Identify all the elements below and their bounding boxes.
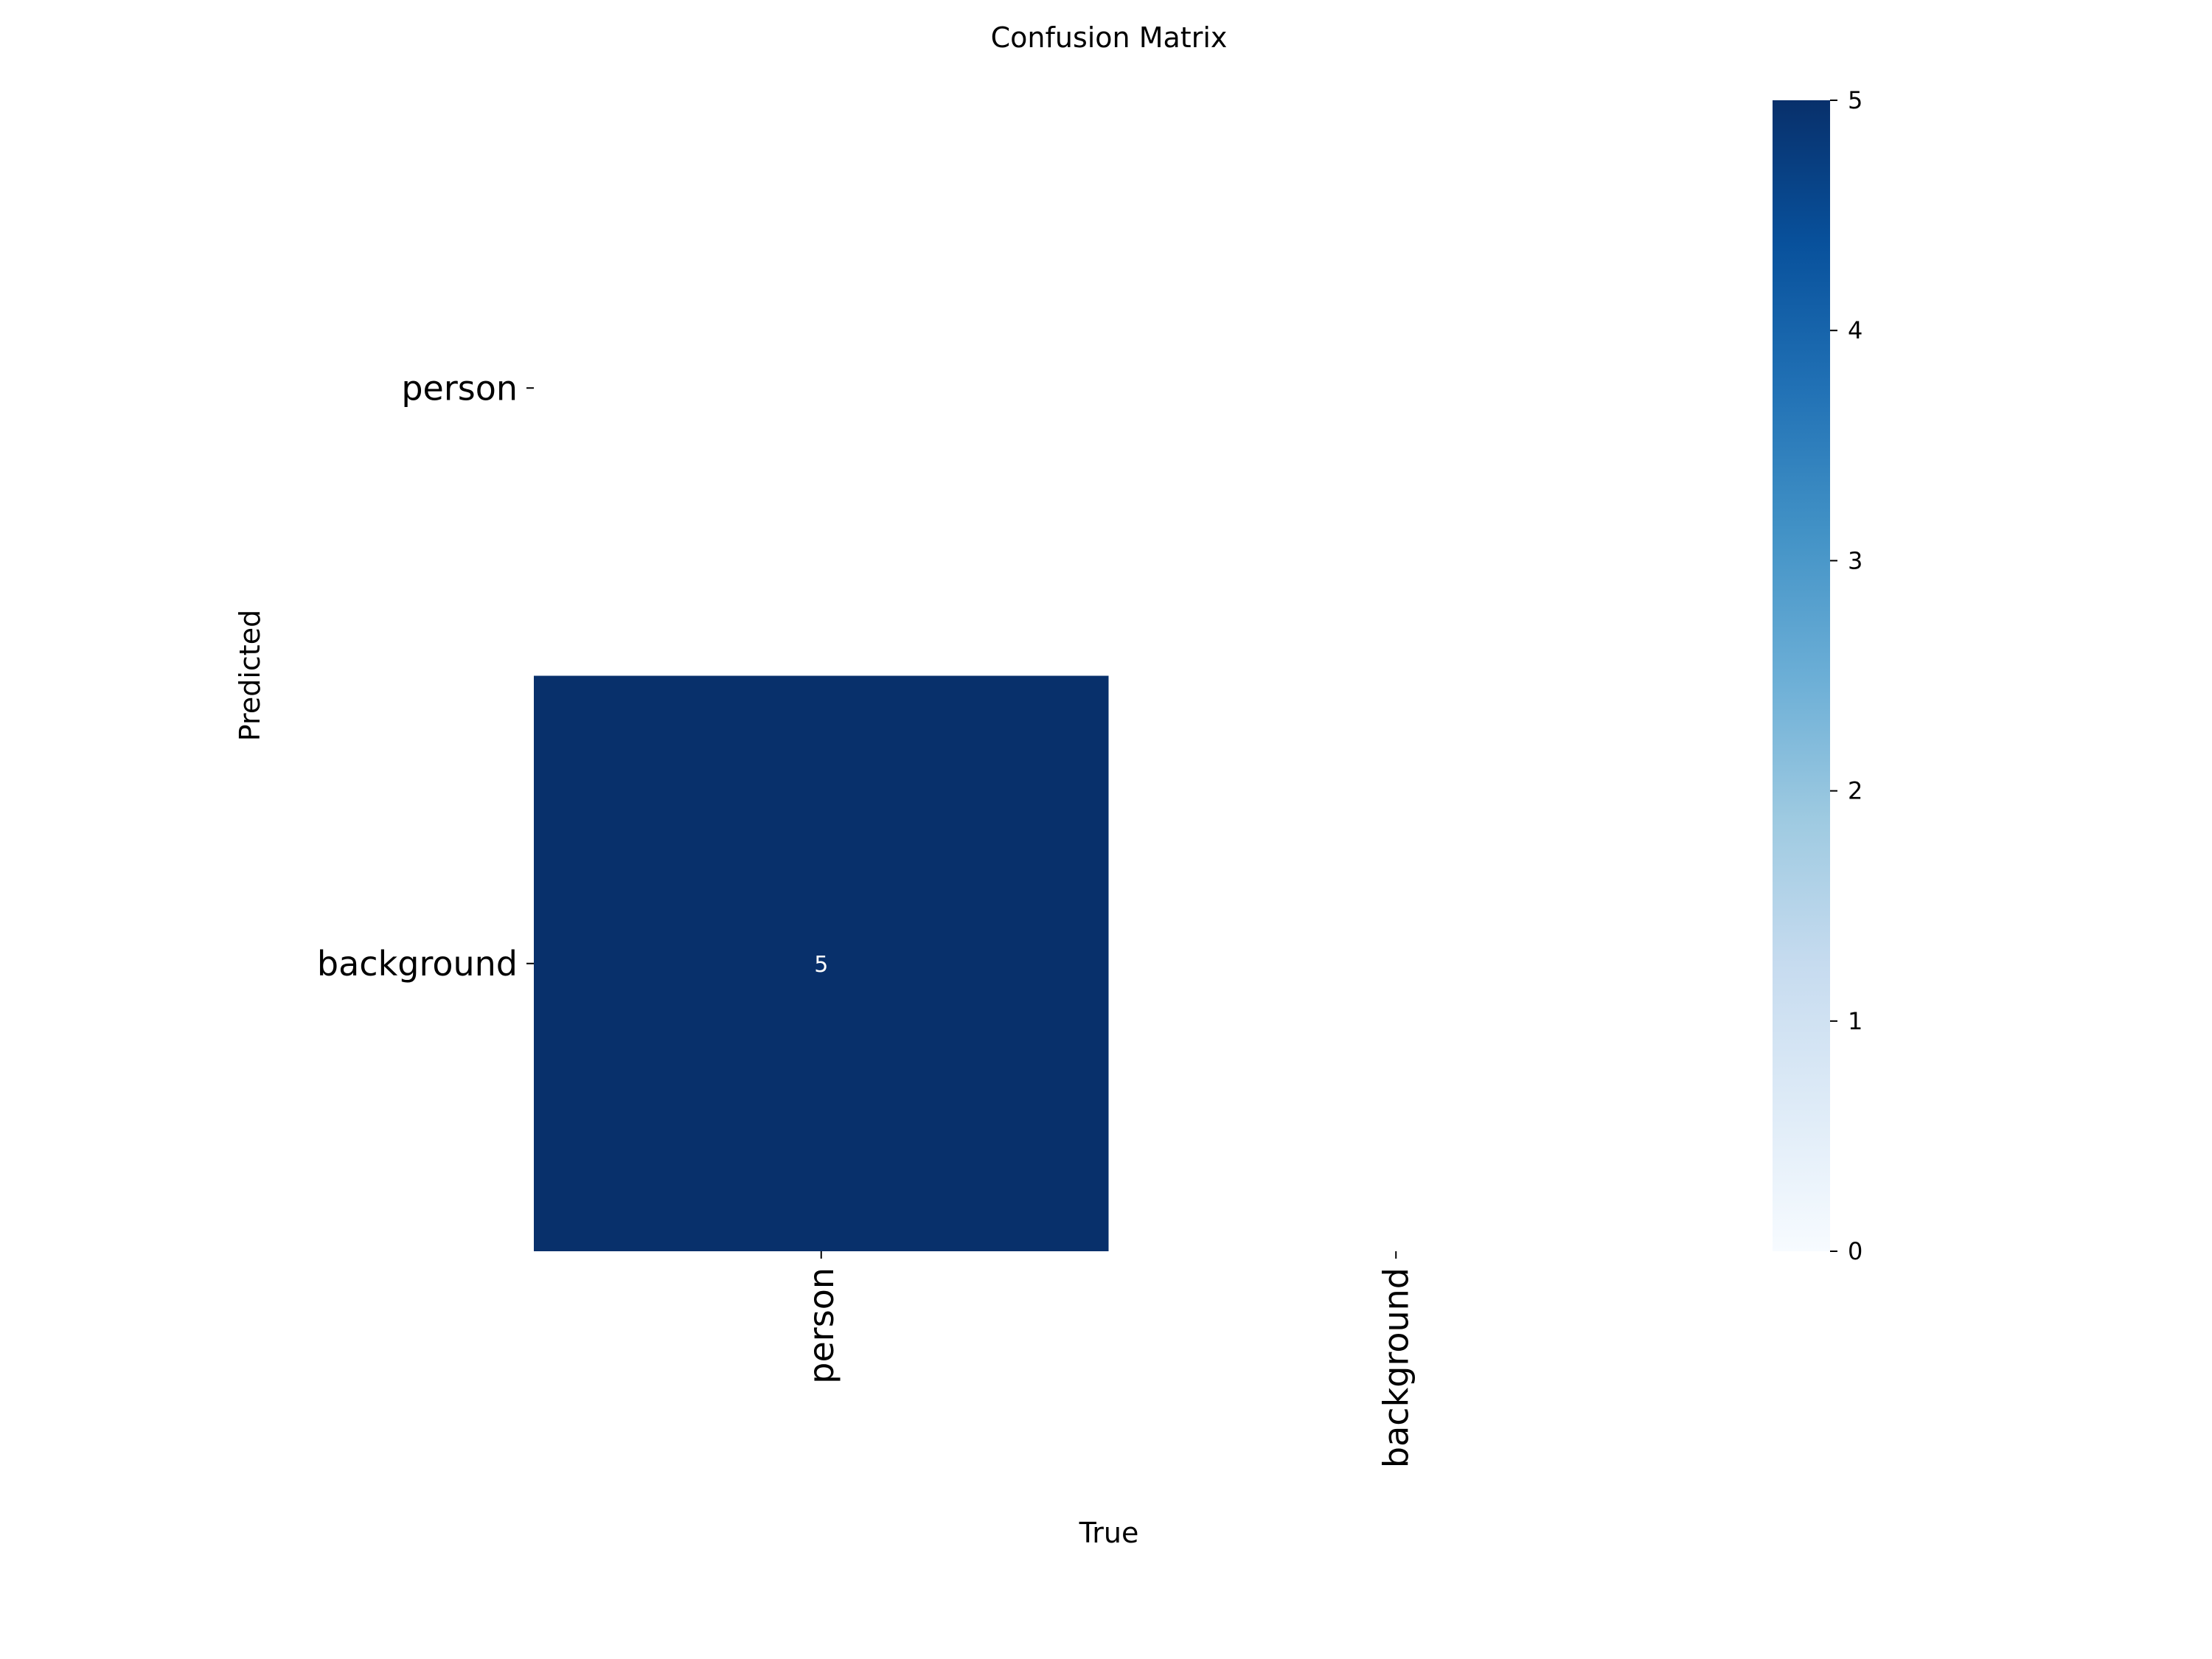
cell-annotation: 5 (814, 952, 828, 978)
colorbar (1773, 100, 1830, 1251)
colorbar-tick-label: 1 (1848, 1007, 1863, 1035)
y-tick-label: person (401, 368, 518, 408)
x-axis-label: True (1079, 1517, 1139, 1549)
x-ticks: person background (801, 1251, 1416, 1468)
heatmap-cells: 5 (534, 675, 1109, 1251)
y-ticks: person background (317, 368, 534, 984)
x-tick-label: person (801, 1267, 841, 1384)
colorbar-ticks: 0 1 2 3 4 5 (1830, 86, 1863, 1265)
colorbar-tick-label: 3 (1848, 546, 1863, 574)
colorbar-tick-label: 5 (1848, 86, 1863, 114)
x-tick-label: background (1376, 1267, 1416, 1468)
colorbar-tick-label: 4 (1848, 316, 1863, 344)
heatmap-cell (534, 675, 1109, 1251)
colorbar-tick-label: 0 (1848, 1237, 1863, 1265)
colorbar-tick-label: 2 (1848, 777, 1863, 805)
y-tick-label: background (317, 944, 518, 984)
y-axis-label: Predicted (234, 610, 266, 741)
chart-title: Confusion Matrix (991, 21, 1228, 54)
